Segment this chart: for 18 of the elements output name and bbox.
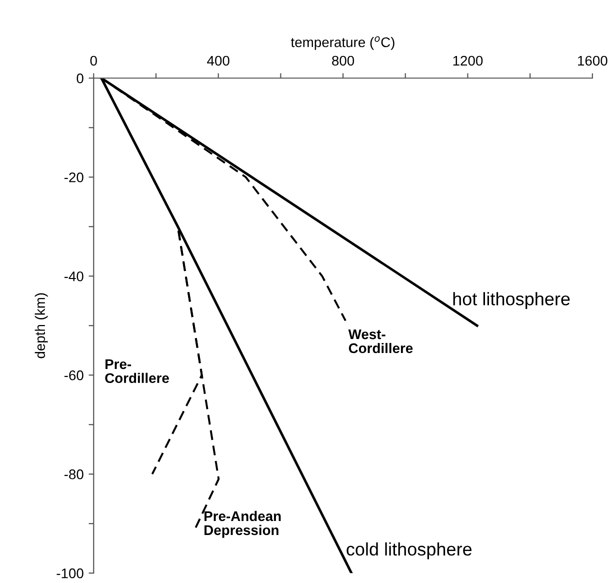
x-tick-label: 800 — [332, 56, 354, 66]
x-axis-title: temperature ($^{o}$C) — [290, 36, 394, 50]
x-tick-label: 1200 — [453, 56, 483, 66]
series-label: cold lithosphere — [346, 542, 472, 560]
series-label: Pre-Andean Depression — [204, 510, 281, 538]
y-tick-label: -40 — [64, 271, 84, 282]
series-label: West- Cordillere — [348, 330, 413, 354]
series-label: Pre- Cordillere — [105, 359, 169, 384]
y-tick-label: -100 — [56, 568, 84, 578]
x-tick-label: 400 — [207, 56, 230, 66]
series-label: hot lithosphere — [453, 292, 570, 309]
y-tick-label: -80 — [64, 469, 84, 480]
x-tick-label: 1600 — [578, 56, 608, 66]
y-axis-title: depth (km) — [34, 293, 48, 358]
y-tick-label: -60 — [64, 370, 84, 380]
x-tick-label: 0 — [90, 56, 97, 66]
y-tick-label: 0 — [76, 73, 84, 84]
y-tick-label: -20 — [64, 172, 84, 182]
